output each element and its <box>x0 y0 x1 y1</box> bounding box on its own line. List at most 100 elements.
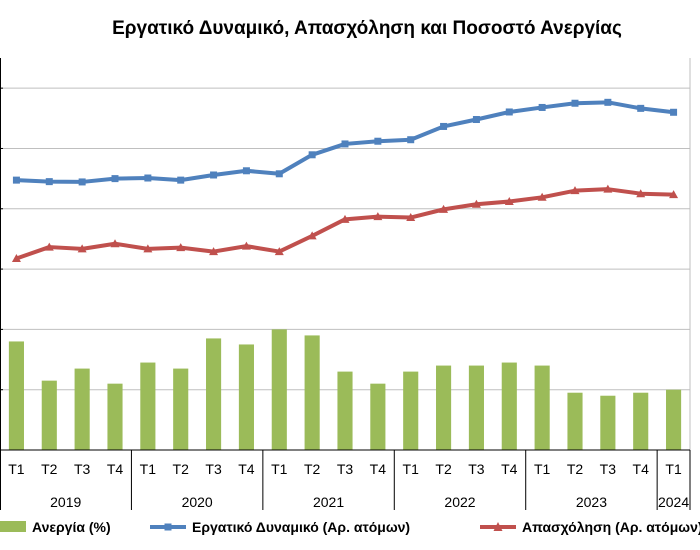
data-point <box>603 184 613 193</box>
data-point <box>143 244 153 253</box>
data-point <box>144 174 152 182</box>
x-tick-label: Τ4 <box>501 461 518 477</box>
x-tick-label: Τ4 <box>107 461 124 477</box>
x-tick-label: Τ3 <box>468 461 485 477</box>
x-axis: Τ1 Τ2 Τ3 Τ4 Τ1 Τ2 Τ3 Τ4 Τ1 Τ2 Τ3 Τ4 Τ1 Τ2 Τ3 Τ4 Τ1 Τ2 Τ3 Τ4… <box>0 449 691 510</box>
bar <box>271 329 287 450</box>
x-group-label: 2021 <box>313 494 344 510</box>
data-point <box>308 151 316 159</box>
bar <box>173 368 189 450</box>
bar <box>206 338 222 450</box>
x-tick-label: Τ1 <box>403 461 420 477</box>
data-point <box>670 108 678 116</box>
bar <box>633 392 649 450</box>
data-point <box>45 178 53 186</box>
data-point <box>472 116 480 124</box>
legend-swatch <box>0 521 26 532</box>
x-tick-label: Τ2 <box>435 461 452 477</box>
x-tick-label: Τ3 <box>205 461 222 477</box>
bar <box>74 368 90 450</box>
data-point <box>537 192 547 201</box>
x-tick-label: Τ2 <box>304 461 321 477</box>
x-group-label: 2019 <box>50 494 81 510</box>
data-point <box>636 189 646 198</box>
x-tick-label: Τ1 <box>8 461 25 477</box>
x-tick-label: Τ1 <box>140 461 157 477</box>
x-tick-label: Τ4 <box>633 461 650 477</box>
data-point <box>44 242 54 251</box>
x-group-label: 2023 <box>576 494 607 510</box>
legend-marker <box>164 523 172 531</box>
data-point <box>176 243 186 252</box>
data-point <box>440 122 448 130</box>
data-point <box>341 140 349 148</box>
bar <box>140 362 156 450</box>
data-point <box>406 213 416 222</box>
bar <box>337 371 353 450</box>
bar <box>8 341 24 450</box>
x-group-label: 2022 <box>444 494 475 510</box>
data-point <box>12 176 20 184</box>
bar <box>403 371 419 450</box>
legend-label: Εργατικό Δυναμικό (Αρ. ατόμων) <box>192 519 410 535</box>
data-point <box>505 108 513 116</box>
line-series-group <box>11 98 679 263</box>
legend-marker <box>493 522 503 531</box>
legend: Ανεργία (%) Εργατικό Δυναμικό (Αρ. ατόμων… <box>0 519 700 535</box>
x-tick-label: Τ2 <box>567 461 584 477</box>
x-group-label: 2024 <box>658 494 689 510</box>
bar <box>370 383 386 450</box>
data-point <box>439 204 449 213</box>
data-point <box>407 136 415 144</box>
data-point <box>274 247 284 256</box>
data-point <box>307 231 317 240</box>
x-tick-label: Τ2 <box>173 461 190 477</box>
x-tick-label: Τ3 <box>600 461 617 477</box>
bar <box>534 365 550 450</box>
bar <box>436 365 452 450</box>
bar <box>600 395 616 450</box>
data-point <box>209 247 219 256</box>
x-tick-label: Τ3 <box>337 461 354 477</box>
data-point <box>242 167 250 175</box>
data-point <box>571 99 579 107</box>
legend-label: Απασχόληση (Αρ. ατόμων) <box>522 519 700 535</box>
bar <box>501 362 517 450</box>
data-point <box>637 104 645 112</box>
data-point <box>504 197 514 206</box>
bar <box>666 389 682 450</box>
x-tick-label: Τ2 <box>41 461 58 477</box>
bar <box>304 335 320 450</box>
bar <box>567 392 583 450</box>
data-point <box>538 103 546 111</box>
data-point <box>275 170 283 178</box>
data-point <box>604 98 612 106</box>
data-point <box>570 186 580 195</box>
x-tick-label: Τ3 <box>74 461 91 477</box>
x-group-label: 2020 <box>182 494 213 510</box>
bar-series-unemployment <box>8 329 682 450</box>
legend-label: Ανεργία (%) <box>32 519 111 535</box>
data-point <box>374 137 382 145</box>
series-line <box>15 187 674 261</box>
data-point <box>669 190 679 199</box>
data-point <box>77 244 87 253</box>
x-tick-label: Τ4 <box>370 461 387 477</box>
data-point <box>177 176 185 184</box>
chart-title: Εργατικό Δυναμικό, Απασχόληση και Ποσοστ… <box>112 18 622 39</box>
x-tick-label: Τ1 <box>665 461 682 477</box>
bar <box>41 380 57 450</box>
bar <box>238 344 254 450</box>
data-point <box>110 239 120 248</box>
x-tick-label: Τ1 <box>534 461 551 477</box>
data-point <box>373 212 383 221</box>
data-point <box>241 241 251 250</box>
data-point <box>210 171 218 179</box>
x-tick-label: Τ4 <box>238 461 255 477</box>
bar <box>468 365 484 450</box>
bar <box>107 383 123 450</box>
data-point <box>111 175 119 183</box>
data-point <box>78 178 86 186</box>
